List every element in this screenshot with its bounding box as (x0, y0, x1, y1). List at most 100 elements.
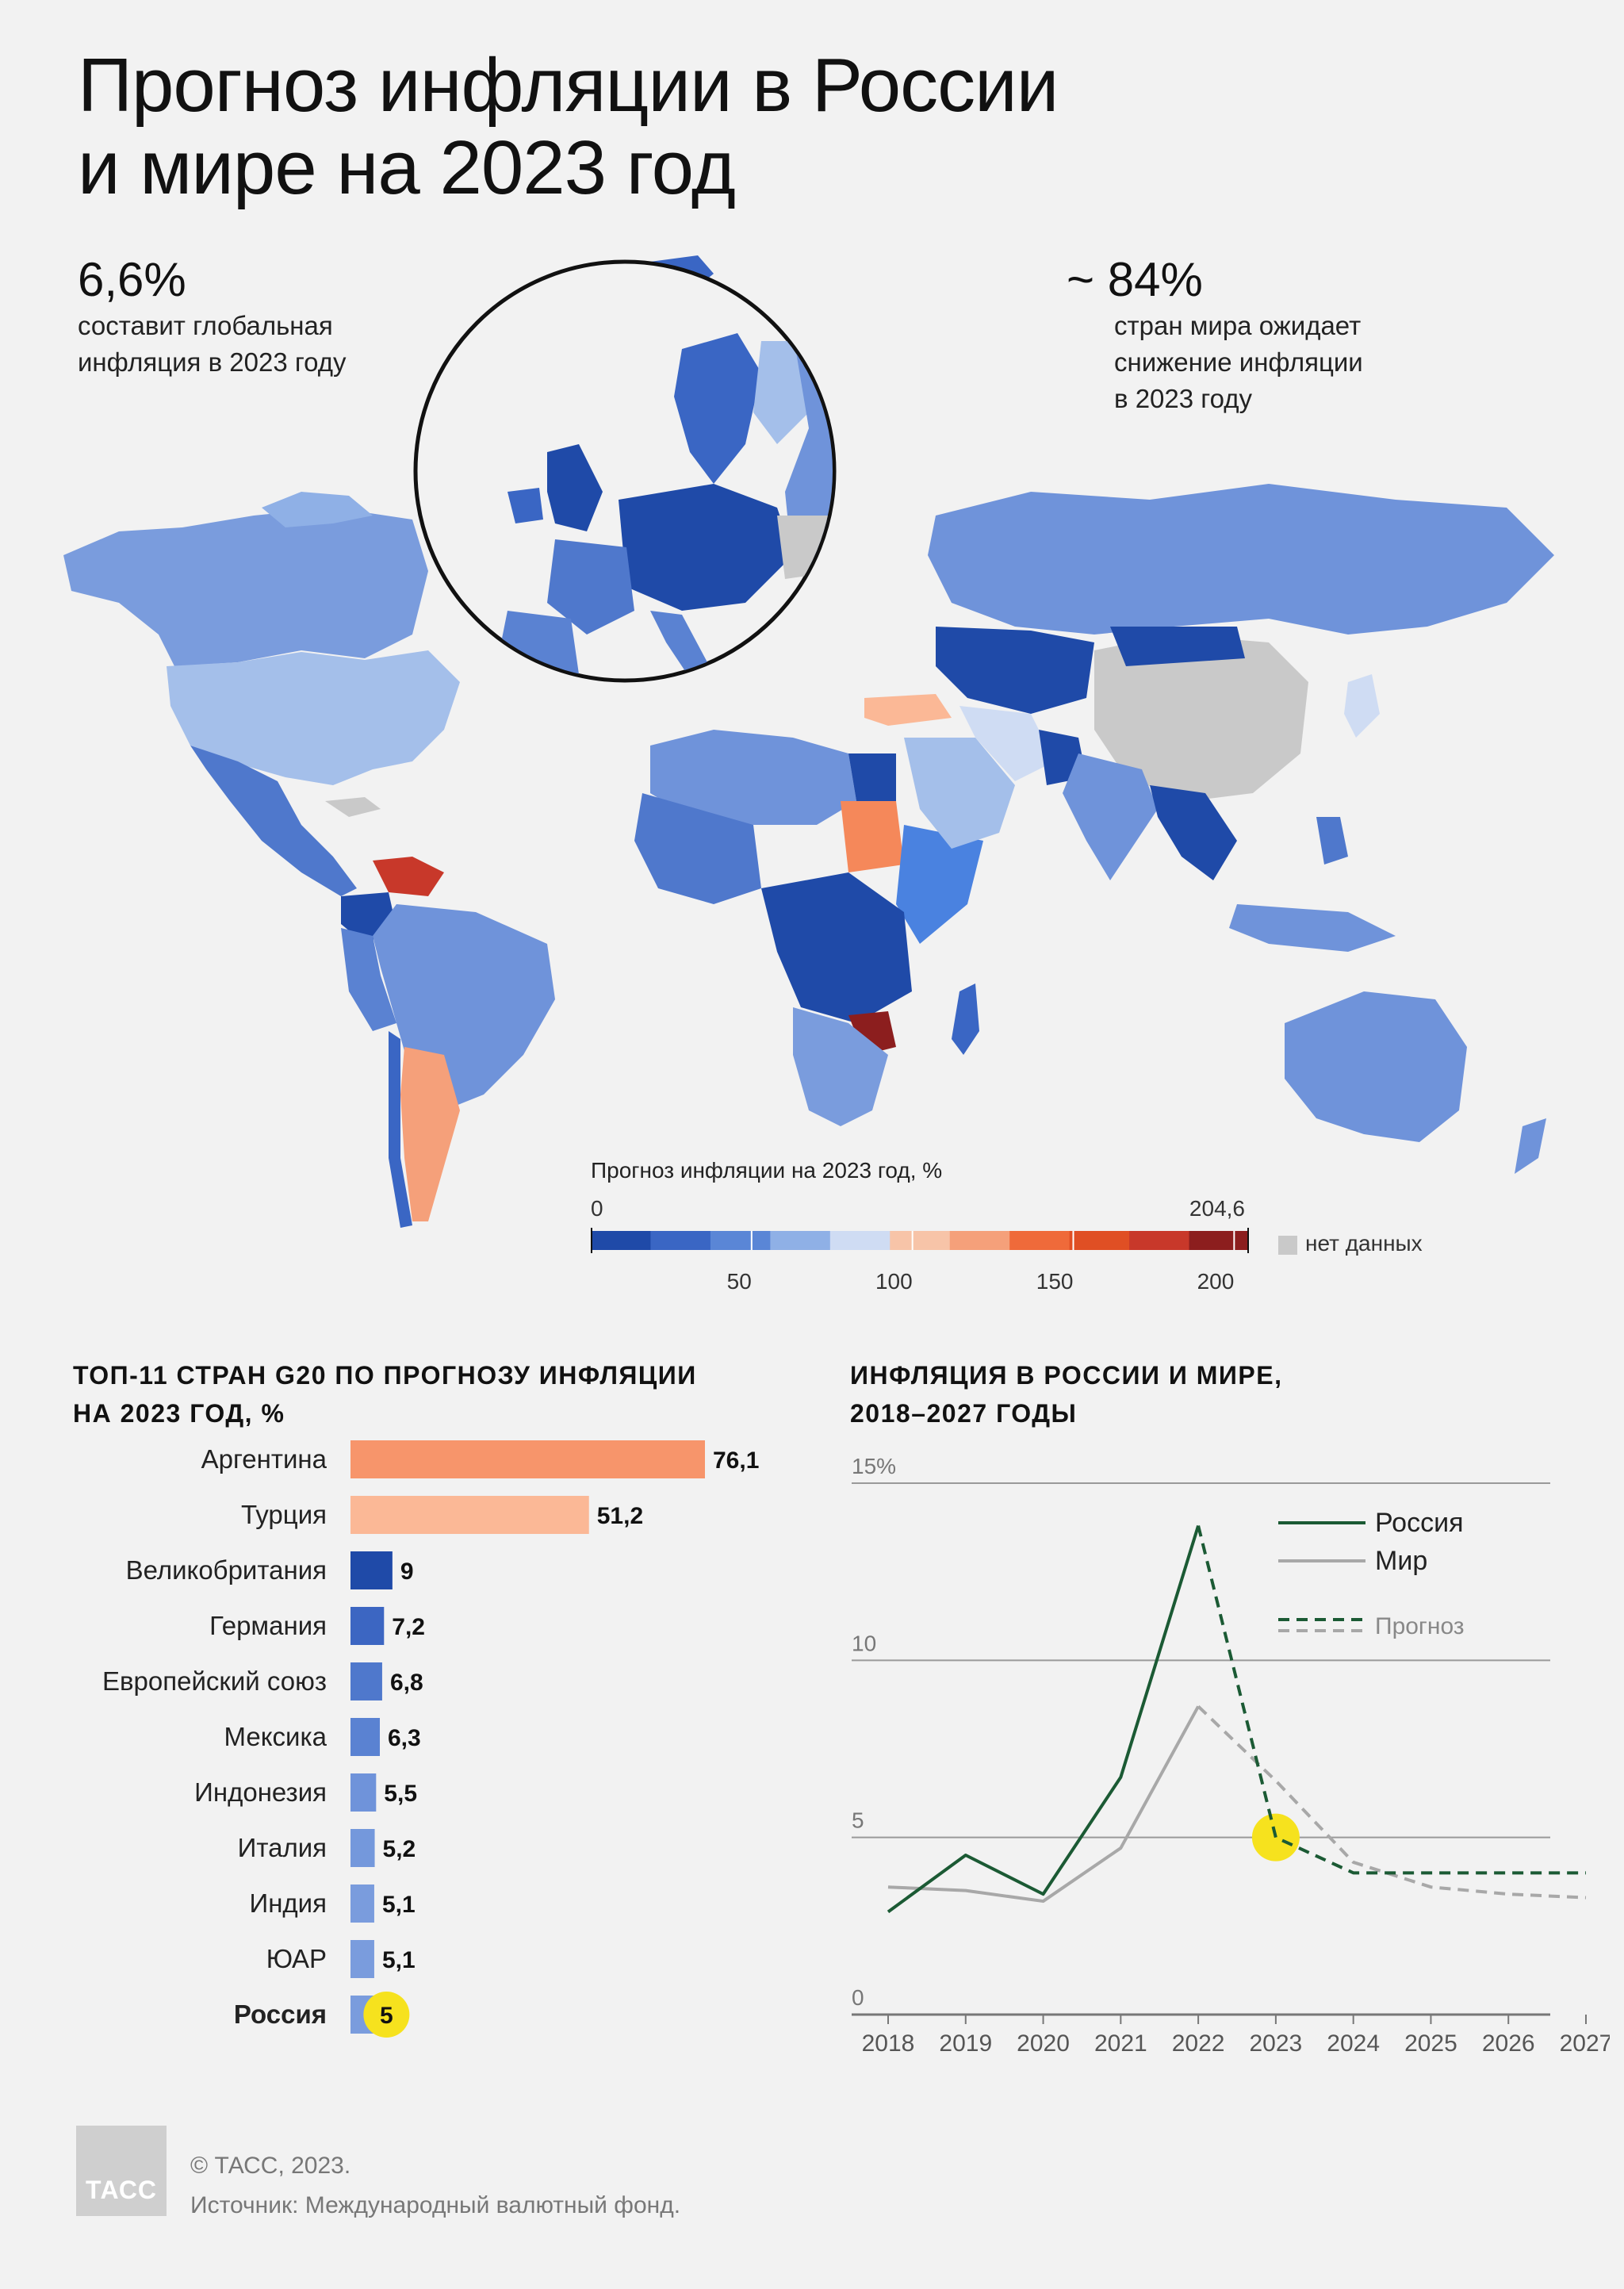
europe-region-scandinavia (674, 333, 761, 484)
legend-color-segment (1129, 1231, 1190, 1250)
x-tick-label: 2027 (1560, 2030, 1610, 2057)
bar-category-label: Мексика (224, 1722, 327, 1751)
bar-chart-title-1: ТОП-11 СТРАН G20 ПО ПРОГНОЗУ ИНФЛЯЦИИ (73, 1361, 697, 1390)
bar (350, 1773, 377, 1812)
x-tick-label: 2021 (1094, 2030, 1147, 2057)
map-legend-scale (591, 1228, 1249, 1253)
series-line-actual (887, 1525, 1201, 1914)
bar-category-label: Турция (241, 1500, 327, 1529)
europe-magnifier (413, 259, 837, 683)
map-legend-title: Прогноз инфляции на 2023 год, % (591, 1158, 943, 1183)
bar (350, 1496, 589, 1534)
legend-color-segment (890, 1231, 951, 1250)
bar-category-label: Индия (249, 1888, 327, 1918)
map-region-canada (63, 508, 428, 666)
bar (350, 1940, 374, 1978)
legend-color-segment (1069, 1231, 1131, 1250)
legend-tick-label: 200 (1197, 1269, 1235, 1294)
map-region-australia (1285, 991, 1467, 1142)
map-region-madagascar (952, 983, 979, 1055)
map-region-usa (167, 650, 460, 785)
bar-category-label: Италия (238, 1833, 327, 1862)
y-tick-label: 0 (852, 1985, 864, 2010)
global-inflation-text-2: инфляция в 2023 году (78, 347, 347, 377)
europe-region-central (619, 484, 793, 611)
bar (350, 1551, 393, 1589)
europe-region-uk (547, 444, 603, 531)
x-tick-label: 2022 (1172, 2030, 1225, 2057)
map-legend-ticks: 50 100 150 200 (591, 1269, 1249, 1301)
bar-value-label: 76,1 (713, 1447, 759, 1474)
bar (350, 1829, 375, 1867)
map-region-japan (1344, 674, 1380, 738)
no-data-swatch (1278, 1236, 1297, 1255)
global-inflation-value: 6,6% (78, 253, 186, 306)
map-region-philippines (1316, 817, 1348, 865)
x-tick-label: 2019 (939, 2030, 992, 2057)
map-region-sudan (841, 801, 904, 872)
legend-color-segment (1189, 1231, 1249, 1250)
legend-forecast-label: Прогноз (1375, 1613, 1465, 1639)
map-region-canada-islands (262, 492, 373, 527)
map-region-venezuela (373, 857, 444, 896)
title-line-1: Прогноз инфляции в России (78, 43, 1059, 128)
europe-region-iberia (500, 611, 579, 679)
map-region-central-asia (936, 627, 1094, 714)
series-line-actual (887, 1705, 1200, 1904)
world-inflation-map (63, 255, 1554, 1228)
bar-category-label: Великобритания (126, 1555, 327, 1585)
map-region-iran (959, 706, 1055, 781)
map-region-southern-africa (793, 1007, 888, 1126)
footer-source: Источник: Международный валютный фонд. (190, 2192, 681, 2218)
legend-color-segment (949, 1231, 1011, 1250)
legend-series-label: Мир (1375, 1546, 1427, 1576)
map-region-mexico (190, 746, 357, 896)
map-legend-max: 204,6 (1189, 1196, 1245, 1221)
map-legend-min: 0 (591, 1196, 603, 1221)
title-line-2: и мире на 2023 год (78, 125, 736, 210)
map-region-turkey (864, 694, 952, 726)
europe-region-turkey (793, 619, 833, 670)
bar-value-label: 5,5 (384, 1781, 417, 1807)
y-tick-label: 10 (852, 1631, 876, 1655)
map-region-chile (389, 1031, 412, 1228)
line-chart-title-1: ИНФЛЯЦИЯ В РОССИИ И МИРЕ, (850, 1361, 1283, 1390)
bar-category-label: Россия (234, 2000, 327, 2029)
europe-region-ireland (508, 488, 543, 523)
series-line-forecast (1197, 1525, 1586, 1875)
bar-value-label: 6,3 (388, 1725, 421, 1751)
x-tick-label: 2025 (1404, 2030, 1457, 2057)
g20-inflation-bar-chart: Аргентина 76,1 Турция 51,2 Великобритания 9 Ге… (102, 1440, 759, 2038)
map-region-new-zealand (1515, 1118, 1546, 1174)
countries-decline-stat: ~ 84% стран мира ожидает снижение инфляц… (1067, 252, 1363, 417)
x-tick-label: 2024 (1327, 2030, 1380, 2057)
line-chart-title-2: 2018–2027 ГОДЫ (850, 1399, 1078, 1428)
footer-copyright: © ТАСС, 2023. (190, 2153, 351, 2179)
x-tick-label: 2026 (1482, 2030, 1535, 2057)
x-tick-label: 2018 (862, 2030, 915, 2057)
map-region-indonesia (1229, 904, 1396, 952)
series-line-forecast (1197, 1704, 1587, 1900)
bar-value-label: 5,1 (382, 1947, 416, 1973)
legend-tick-label: 50 (726, 1269, 752, 1294)
map-region-egypt (848, 753, 896, 801)
bar (350, 1662, 382, 1700)
global-inflation-stat: 6,6% составит глобальная инфляция в 2023… (78, 252, 347, 381)
x-tick-label: 2023 (1250, 2030, 1303, 2057)
legend-color-segment (710, 1231, 772, 1250)
y-tick-label: 15% (852, 1454, 896, 1478)
page-title: Прогноз инфляции в России и мире на 2023… (78, 44, 1267, 209)
y-tick-label: 5 (852, 1808, 864, 1833)
bar-category-label: Германия (209, 1611, 327, 1640)
map-region-se-asia (1150, 785, 1237, 880)
tass-logo: ТАСС (76, 2126, 167, 2216)
bar-value-label: 5,2 (383, 1836, 416, 1862)
line-chart-title: ИНФЛЯЦИЯ В РОССИИ И МИРЕ, 2018–2027 ГОДЫ (850, 1356, 1282, 1432)
europe-region-finland (753, 341, 809, 444)
legend-color-segment (591, 1231, 652, 1250)
countries-decline-text-3: в 2023 году (1114, 384, 1252, 413)
legend-tick-label: 100 (875, 1269, 913, 1294)
bar-value-label: 7,2 (392, 1614, 425, 1640)
inflation-line-chart: 0 5 10 15% 2018 2019 2020 2021 2022 2023 2024 2025 2… (852, 1454, 1610, 2057)
bar-category-label: Европейский союз (102, 1666, 327, 1696)
